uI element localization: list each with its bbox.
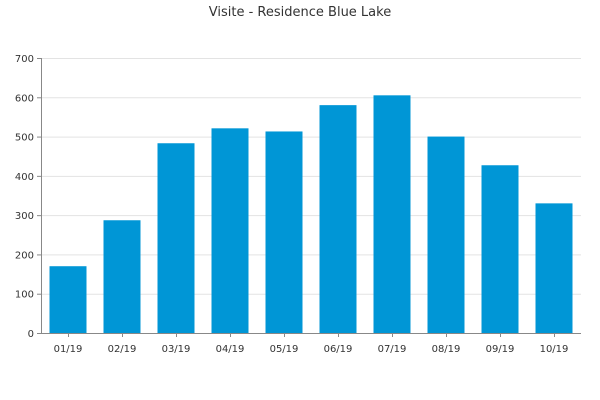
x-tick-label: 06/19 bbox=[324, 344, 353, 355]
x-axis-ticks: 01/19 02/19 03/19 04/19 05/19 06/19 07/19 08/19… bbox=[54, 333, 569, 355]
bar bbox=[157, 143, 195, 333]
y-tick-label: 300 bbox=[15, 211, 34, 222]
x-tick-label: 03/19 bbox=[162, 344, 191, 355]
y-tick-label: 100 bbox=[15, 290, 34, 301]
axes bbox=[41, 58, 581, 334]
bar bbox=[49, 266, 87, 333]
x-tick-label: 08/19 bbox=[432, 344, 461, 355]
bar bbox=[535, 203, 573, 333]
x-tick-label: 07/19 bbox=[378, 344, 407, 355]
y-tick-label: 600 bbox=[15, 93, 34, 104]
bar bbox=[481, 165, 519, 333]
x-tick-label: 02/19 bbox=[108, 344, 137, 355]
y-tick-label: 400 bbox=[15, 172, 34, 183]
bar bbox=[211, 128, 249, 333]
bar bbox=[103, 220, 141, 333]
x-tick-label: 09/19 bbox=[486, 344, 515, 355]
x-tick-label: 04/19 bbox=[216, 344, 245, 355]
bar bbox=[373, 95, 411, 333]
x-tick-label: 10/19 bbox=[540, 344, 569, 355]
y-tick-label: 500 bbox=[15, 133, 34, 144]
y-axis-ticks: 0 100 200 300 400 500 600 700 bbox=[15, 54, 41, 340]
bar bbox=[319, 105, 357, 334]
chart-title: Visite - Residence Blue Lake bbox=[209, 5, 391, 20]
y-tick-label: 0 bbox=[28, 329, 34, 340]
bar bbox=[265, 131, 303, 333]
bars bbox=[49, 95, 573, 334]
y-tick-label: 700 bbox=[15, 54, 34, 65]
x-tick-label: 05/19 bbox=[270, 344, 299, 355]
bar bbox=[427, 136, 465, 333]
x-tick-label: 01/19 bbox=[54, 344, 83, 355]
y-tick-label: 200 bbox=[15, 250, 34, 261]
